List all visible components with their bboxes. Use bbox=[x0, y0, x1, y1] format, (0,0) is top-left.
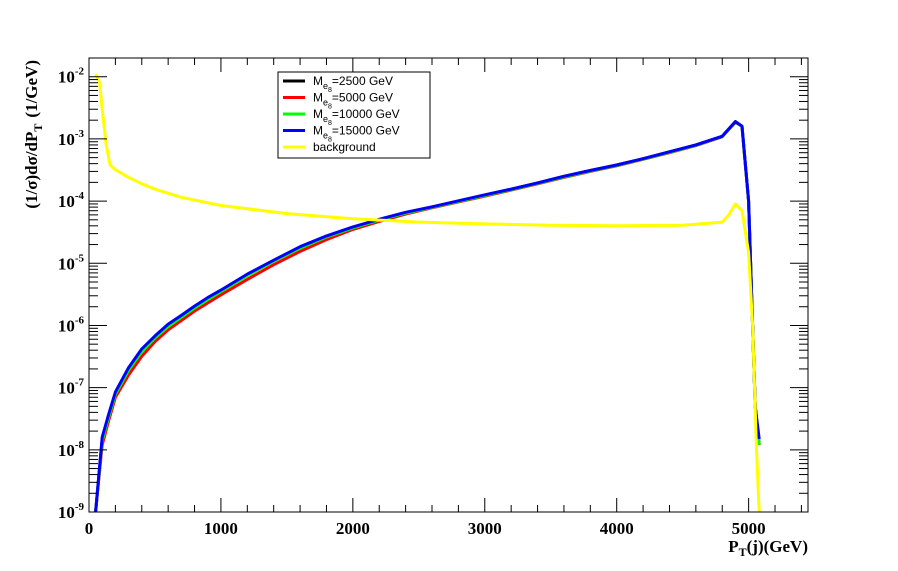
y-tick-label-base: 10 bbox=[58, 379, 75, 398]
y-axis-title-rest: (1/GeV) bbox=[22, 60, 41, 118]
legend-label: Me8=5000 GeV bbox=[313, 91, 393, 111]
legend-label-sub: e bbox=[323, 81, 328, 91]
y-tick-label: 10-4 bbox=[58, 190, 85, 211]
y-tick-label-exponent: -5 bbox=[75, 252, 85, 264]
y-axis-title: (1/σ)dσ/dPT (1/GeV) bbox=[22, 60, 45, 209]
y-tick-label-exponent: -8 bbox=[75, 439, 85, 451]
y-tick-label: 10-5 bbox=[58, 252, 85, 273]
y-tick-label: 10-6 bbox=[58, 314, 85, 335]
series-curves bbox=[94, 73, 761, 513]
legend-label-main: M bbox=[313, 124, 323, 138]
legend-label: background bbox=[313, 140, 376, 154]
legend-label-main: M bbox=[313, 107, 323, 121]
legend-label: Me8=2500 GeV bbox=[313, 74, 393, 94]
y-axis-tick-labels: 10-910-810-710-610-510-410-310-2 bbox=[58, 66, 85, 522]
x-tick-label: 5000 bbox=[732, 519, 766, 538]
y-axis-title-main: (1/σ)dσ/dP bbox=[22, 132, 41, 209]
y-axis-title-sub: T bbox=[31, 124, 45, 132]
y-tick-label: 10-7 bbox=[58, 377, 85, 398]
legend-label-rest: =2500 GeV bbox=[332, 74, 393, 88]
x-tick-label: 0 bbox=[85, 519, 94, 538]
series-line-4 bbox=[94, 73, 761, 513]
legend-label: Me8=10000 GeV bbox=[313, 107, 400, 127]
y-tick-label-exponent: -6 bbox=[75, 314, 85, 326]
y-tick-label-base: 10 bbox=[58, 441, 75, 460]
y-tick-label-exponent: -9 bbox=[75, 501, 85, 513]
legend-label-rest: =5000 GeV bbox=[332, 91, 393, 105]
y-tick-label-base: 10 bbox=[58, 503, 75, 522]
y-tick-label-exponent: -7 bbox=[75, 377, 85, 389]
x-tick-label: 1000 bbox=[204, 519, 238, 538]
x-tick-label: 4000 bbox=[600, 519, 634, 538]
plot-frame bbox=[88, 57, 809, 513]
x-axis-title: PT(j)(GeV) bbox=[728, 537, 808, 559]
y-tick-label: 10-8 bbox=[58, 439, 85, 460]
y-tick-label-base: 10 bbox=[58, 254, 75, 273]
series-line-3 bbox=[94, 120, 761, 513]
x-tick-label: 2000 bbox=[336, 519, 370, 538]
y-tick-label-base: 10 bbox=[58, 316, 75, 335]
y-tick-label-base: 10 bbox=[58, 68, 75, 87]
legend-label-main: background bbox=[313, 140, 376, 154]
x-axis-title-main: P bbox=[728, 537, 738, 556]
legend-label-subsub: 8 bbox=[328, 120, 332, 127]
legend-label: Me8=15000 GeV bbox=[313, 124, 400, 144]
y-tick-label-exponent: -4 bbox=[75, 190, 85, 202]
x-tick-label: 3000 bbox=[468, 519, 502, 538]
x-axis-title-rest: (j)(GeV) bbox=[747, 537, 808, 556]
legend-label-sub: e bbox=[323, 98, 328, 108]
legend-label-sub: e bbox=[323, 131, 328, 141]
legend-label-rest: =10000 GeV bbox=[332, 107, 400, 121]
x-axis-tick-labels: 0 1000 2000 3000 4000 5000 bbox=[85, 519, 766, 538]
y-tick-label: 10-9 bbox=[58, 501, 85, 522]
legend-label-subsub: 8 bbox=[328, 137, 332, 144]
legend-label-rest: =15000 GeV bbox=[332, 124, 400, 138]
legend-label-main: M bbox=[313, 91, 323, 105]
y-tick-label-base: 10 bbox=[58, 192, 75, 211]
legend-label-sub: e bbox=[323, 114, 328, 124]
legend-label-subsub: 8 bbox=[328, 87, 332, 94]
y-tick-label-exponent: -3 bbox=[75, 128, 85, 140]
y-axis-ticks bbox=[89, 57, 808, 513]
x-axis-ticks bbox=[88, 58, 802, 512]
y-tick-label: 10-3 bbox=[58, 128, 85, 149]
y-tick-label-exponent: -2 bbox=[75, 66, 85, 78]
y-tick-label: 10-2 bbox=[58, 66, 85, 87]
y-tick-label-base: 10 bbox=[58, 130, 75, 149]
x-axis-title-sub: T bbox=[739, 545, 747, 559]
legend-label-subsub: 8 bbox=[328, 104, 332, 111]
legend-label-main: M bbox=[313, 74, 323, 88]
